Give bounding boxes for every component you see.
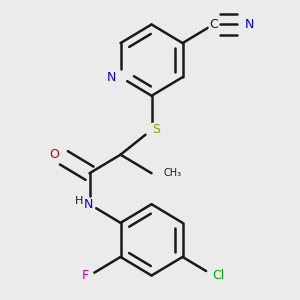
Text: H: H: [74, 196, 83, 206]
Text: F: F: [81, 269, 88, 282]
Text: O: O: [49, 148, 59, 161]
Text: N: N: [83, 198, 93, 211]
Text: S: S: [152, 123, 160, 136]
Text: Cl: Cl: [212, 269, 224, 282]
Text: C: C: [209, 18, 218, 31]
Text: N: N: [107, 71, 117, 84]
Text: CH₃: CH₃: [164, 168, 182, 178]
Text: N: N: [244, 18, 254, 31]
